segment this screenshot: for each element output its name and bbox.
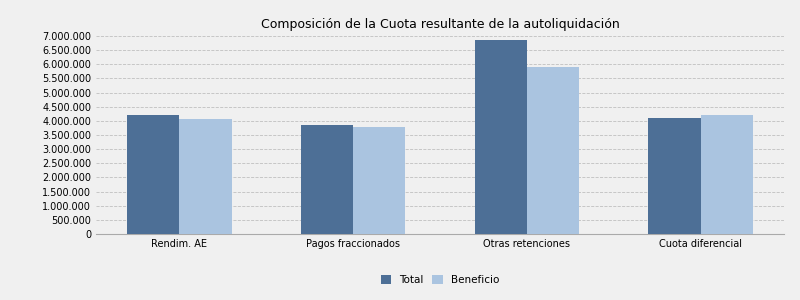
Bar	[527, 67, 579, 234]
Bar	[474, 40, 527, 234]
Bar	[353, 127, 406, 234]
Bar	[701, 115, 753, 234]
Bar	[179, 119, 231, 234]
Title: Composición de la Cuota resultante de la autoliquidación: Composición de la Cuota resultante de la…	[261, 18, 619, 31]
Bar	[301, 125, 353, 234]
Bar	[649, 118, 701, 234]
Bar	[127, 115, 179, 234]
Legend: Total, Beneficio: Total, Beneficio	[381, 275, 499, 285]
